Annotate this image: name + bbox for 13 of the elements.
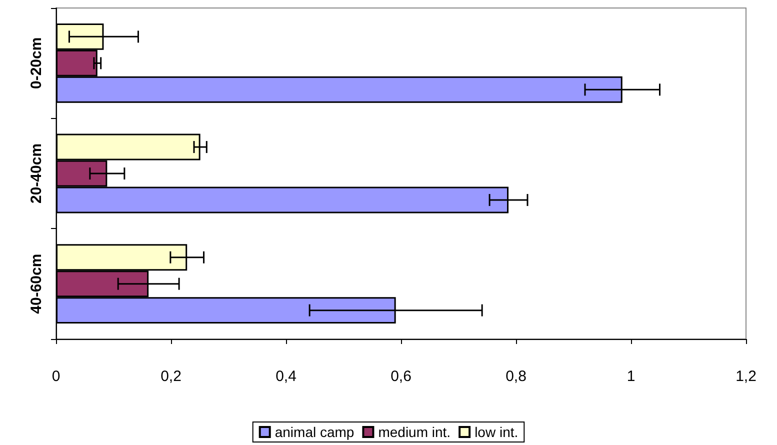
legend-label: low int.	[474, 424, 518, 440]
x-tick-label: 1,2	[736, 368, 756, 385]
y-tick-label: 40-60cm	[28, 254, 45, 314]
x-tick-label: 0	[52, 368, 60, 385]
x-tick-label: 0,8	[506, 368, 526, 385]
x-tick-label: 1	[626, 368, 636, 385]
x-tick-label: 0,4	[276, 368, 296, 385]
x-tick-label: 0,6	[390, 368, 412, 385]
legend-label: medium int.	[378, 424, 451, 440]
legend-label: animal camp	[274, 424, 354, 440]
y-tick-label: 20-40cm	[28, 143, 45, 204]
y-tick-label: 0-20cm	[28, 37, 45, 90]
x-tick-label: 0,2	[160, 368, 182, 385]
